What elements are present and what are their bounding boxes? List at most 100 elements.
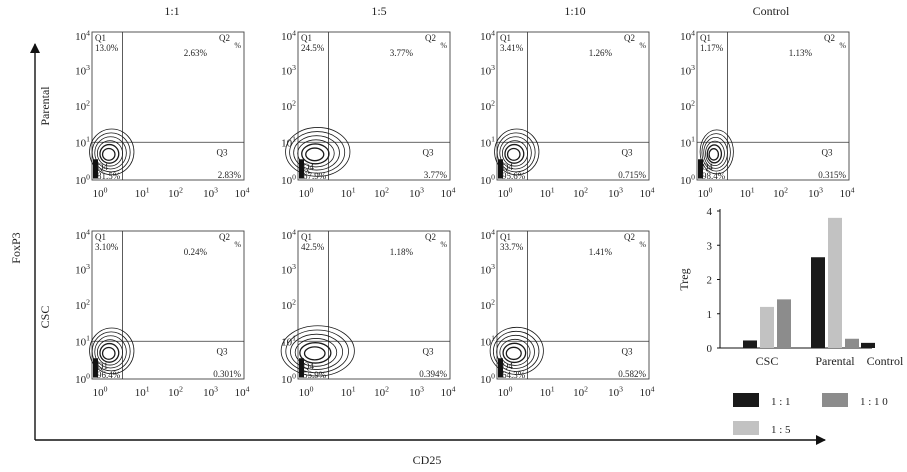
- q4-value: 55.9%: [303, 370, 327, 380]
- x-tick-label: 103: [808, 185, 823, 200]
- q2-label: Q2: [219, 232, 230, 242]
- y-tick-label: 100: [281, 371, 296, 386]
- q1-value: 33.7%: [500, 242, 524, 252]
- q2-value: 1.41%: [589, 247, 613, 257]
- legend-swatch: [822, 393, 848, 407]
- contour-population: [698, 129, 734, 179]
- q1-label: Q1: [500, 33, 511, 43]
- x-tick-label: 104: [840, 185, 855, 200]
- q2-label: Q2: [425, 232, 436, 242]
- y-tick-label: 103: [75, 63, 90, 78]
- q2-label: Q2: [219, 33, 230, 43]
- x-tick-label: 103: [409, 384, 424, 399]
- q2-value: 1.13%: [789, 48, 813, 58]
- q2-percent-sign: %: [234, 41, 241, 50]
- x-tick-label: 100: [93, 384, 108, 399]
- y-tick-label: 101: [75, 135, 90, 150]
- y-tick-label: 101: [281, 135, 296, 150]
- x-tick-label: 102: [168, 384, 183, 399]
- x-tick-label: 104: [441, 384, 456, 399]
- x-tick-label: 104: [640, 384, 655, 399]
- q1-label: Q1: [500, 232, 511, 242]
- column-title-1-1: 1:1: [164, 4, 179, 18]
- q2-percent-sign: %: [440, 240, 447, 249]
- x-tick-label: 104: [441, 185, 456, 200]
- q1-value: 24.5%: [301, 43, 325, 53]
- q2-value: 1.26%: [589, 48, 613, 58]
- q2-percent-sign: %: [639, 240, 646, 249]
- y-tick-label: 104: [281, 227, 296, 242]
- q3-value: 0.582%: [618, 369, 646, 379]
- q1-value: 13.0%: [95, 43, 119, 53]
- bar-y-tick-label: 3: [707, 240, 713, 252]
- panel-frame: [696, 31, 850, 181]
- bar-y-tick-label: 1: [707, 309, 713, 321]
- y-tick-label: 102: [75, 297, 90, 312]
- column-title-1-5: 1:5: [371, 4, 386, 18]
- y-tick-label: 100: [480, 371, 495, 386]
- panel-frame: [297, 230, 451, 380]
- q4-label: Q4: [702, 162, 713, 172]
- y-tick-label: 103: [480, 63, 495, 78]
- y-tick-label: 101: [480, 334, 495, 349]
- q1-label: Q1: [700, 33, 711, 43]
- q4-value: 98.4%: [702, 171, 726, 181]
- legend-swatch: [733, 393, 759, 407]
- q1-value: 3.41%: [500, 43, 524, 53]
- q1-value: 1.17%: [700, 43, 724, 53]
- q2-value: 1.18%: [390, 247, 414, 257]
- q2-value: 0.24%: [184, 247, 208, 257]
- q3-label: Q3: [217, 347, 228, 357]
- q1-label: Q1: [95, 232, 106, 242]
- y-tick-label: 103: [75, 262, 90, 277]
- flow-panel: Q13.10%Q2%0.24%Q30.301%Q196.4%1001011021…: [75, 227, 249, 399]
- y-tick-label: 102: [281, 297, 296, 312]
- contour-population: [494, 128, 540, 179]
- legend-swatch: [733, 421, 759, 435]
- contour-population: [285, 127, 351, 179]
- y-tick-label: 102: [281, 98, 296, 113]
- panel-frame: [496, 230, 650, 380]
- x-tick-label: 102: [168, 185, 183, 200]
- row-label-csc: CSC: [38, 306, 52, 329]
- y-tick-label: 100: [680, 172, 695, 187]
- x-tick-label: 100: [299, 384, 314, 399]
- y-tick-label: 103: [281, 63, 296, 78]
- q2-label: Q2: [624, 232, 635, 242]
- q3-label: Q3: [622, 148, 633, 158]
- x-tick-label: 101: [135, 185, 150, 200]
- bar-legend: 1 : 1 1 : 5 1 : 1 0: [733, 393, 888, 436]
- y-tick-label: 102: [75, 98, 90, 113]
- y-tick-label: 103: [680, 63, 695, 78]
- y-axis-label: FoxP3: [9, 232, 23, 263]
- q4-label: Q4: [303, 361, 314, 371]
- contour-population: [89, 128, 135, 179]
- q2-percent-sign: %: [839, 41, 846, 50]
- q4-label: Q4: [502, 162, 513, 172]
- q3-value: 2.83%: [218, 170, 242, 180]
- bar-parental-series-2: [845, 338, 859, 348]
- legend-label: 1 : 5: [771, 424, 791, 436]
- panel-frame: [496, 31, 650, 181]
- q1-label: Q1: [301, 232, 312, 242]
- column-title-control: Control: [753, 4, 790, 18]
- y-tick-label: 104: [480, 227, 495, 242]
- x-tick-label: 103: [203, 384, 218, 399]
- bar-category-label: Parental: [815, 354, 855, 368]
- y-tick-label: 102: [480, 98, 495, 113]
- y-tick-label: 100: [281, 172, 296, 187]
- y-tick-label: 104: [75, 28, 90, 43]
- row-label-parental: Parental: [38, 86, 52, 126]
- y-tick-label: 104: [281, 28, 296, 43]
- y-tick-label: 104: [680, 28, 695, 43]
- q4-value: 96.4%: [97, 370, 121, 380]
- x-tick-label: 100: [93, 185, 108, 200]
- bar-csc-series-1: [760, 306, 774, 348]
- q2-label: Q2: [824, 33, 835, 43]
- x-axis-label: CD25: [413, 453, 442, 467]
- q3-value: 0.301%: [213, 369, 241, 379]
